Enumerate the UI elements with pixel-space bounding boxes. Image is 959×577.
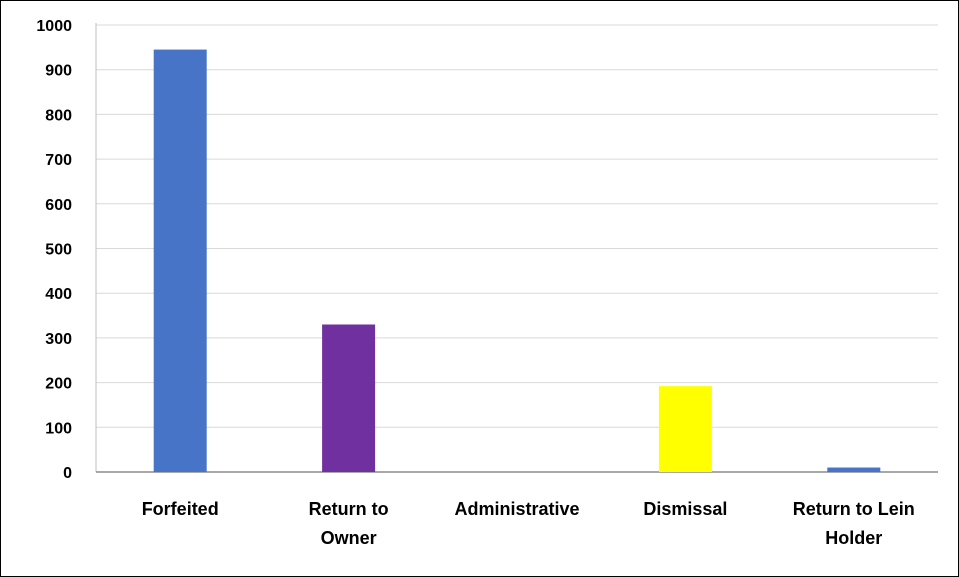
- y-tick-label: 1000: [36, 18, 72, 35]
- category-label-administrative: Administrative: [454, 499, 579, 519]
- gridlines: [96, 24, 938, 428]
- y-tick-label: 700: [45, 152, 72, 169]
- bar-forfeited: [153, 49, 207, 473]
- y-tick-label: 800: [45, 107, 72, 124]
- category-label-line: Holder: [825, 528, 882, 548]
- category-label-dismissal: Dismissal: [643, 499, 727, 519]
- y-tick-label: 600: [45, 197, 72, 214]
- category-label-line: Return to Lein: [793, 499, 915, 519]
- category-label-return-to-lein-holder: Return to Lein Holder: [793, 499, 915, 548]
- category-label-line: Return to: [309, 499, 389, 519]
- y-tick-label: 0: [63, 465, 72, 482]
- x-category-labels: Forfeited Return to Owner Administrative Dis…: [142, 499, 915, 548]
- y-tick-label: 300: [45, 331, 72, 348]
- category-label-forfeited: Forfeited: [142, 499, 219, 519]
- y-tick-label: 500: [45, 242, 72, 259]
- bar-return-to-lein-holder: [827, 467, 881, 472]
- category-label-line: Forfeited: [142, 499, 219, 519]
- y-tick-label: 100: [45, 420, 72, 437]
- y-tick-label: 900: [45, 63, 72, 80]
- category-label-return-to-owner: Return to Owner: [309, 499, 389, 548]
- y-tick-labels: 0 100 200 300 400 500 600 700 800 900 1000: [36, 18, 72, 482]
- bars: [153, 49, 881, 473]
- bar-dismissal: [658, 386, 712, 472]
- axes: [95, 23, 938, 473]
- category-label-line: Administrative: [454, 499, 579, 519]
- y-tick-label: 400: [45, 286, 72, 303]
- y-tick-label: 200: [45, 376, 72, 393]
- category-label-line: Dismissal: [643, 499, 727, 519]
- bar-return-to-owner: [322, 324, 376, 472]
- category-label-line: Owner: [321, 528, 377, 548]
